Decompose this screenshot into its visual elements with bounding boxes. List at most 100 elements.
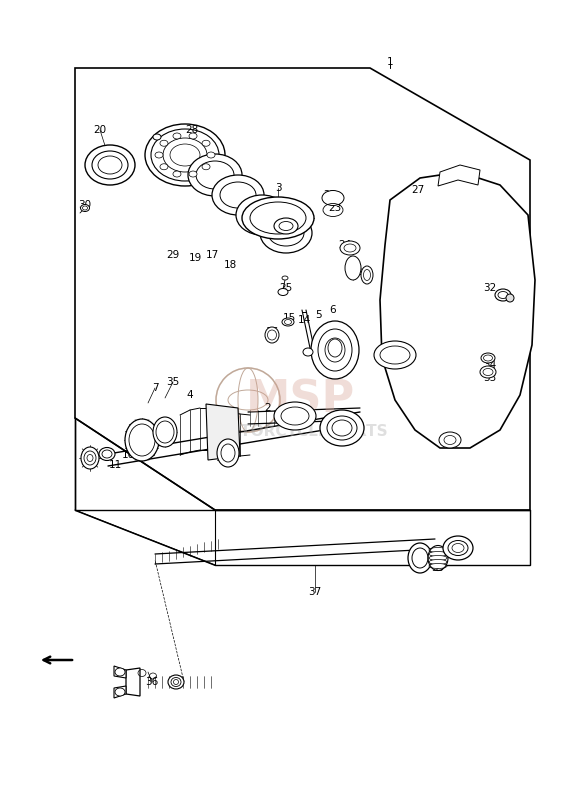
Ellipse shape bbox=[189, 133, 197, 139]
Text: 18: 18 bbox=[223, 260, 237, 270]
Polygon shape bbox=[380, 172, 535, 448]
Text: 1: 1 bbox=[387, 57, 393, 67]
Text: 32: 32 bbox=[484, 283, 496, 293]
Ellipse shape bbox=[260, 213, 312, 253]
Ellipse shape bbox=[160, 164, 168, 170]
Text: 6: 6 bbox=[330, 305, 336, 315]
Ellipse shape bbox=[278, 289, 288, 295]
Text: 14: 14 bbox=[297, 315, 311, 325]
Polygon shape bbox=[206, 404, 240, 460]
Ellipse shape bbox=[328, 339, 342, 357]
Ellipse shape bbox=[115, 688, 125, 696]
Ellipse shape bbox=[81, 205, 89, 211]
Text: 36: 36 bbox=[145, 677, 159, 687]
Text: MSP: MSP bbox=[245, 378, 354, 422]
Ellipse shape bbox=[153, 134, 161, 140]
Text: 16: 16 bbox=[265, 327, 279, 337]
Ellipse shape bbox=[168, 675, 184, 689]
Text: 17: 17 bbox=[206, 250, 218, 260]
Text: 29: 29 bbox=[166, 250, 180, 260]
Ellipse shape bbox=[320, 410, 364, 446]
Ellipse shape bbox=[99, 447, 115, 461]
Polygon shape bbox=[126, 668, 140, 696]
Ellipse shape bbox=[429, 563, 447, 569]
Text: 22: 22 bbox=[324, 190, 336, 200]
Ellipse shape bbox=[202, 164, 210, 170]
Ellipse shape bbox=[265, 327, 279, 343]
Ellipse shape bbox=[274, 402, 316, 430]
Text: 10: 10 bbox=[121, 450, 134, 460]
Text: 20: 20 bbox=[93, 125, 106, 135]
Ellipse shape bbox=[173, 133, 181, 139]
Text: 37: 37 bbox=[308, 587, 322, 597]
Polygon shape bbox=[114, 666, 126, 678]
Text: 40: 40 bbox=[451, 545, 464, 555]
Ellipse shape bbox=[439, 432, 461, 448]
Text: 31: 31 bbox=[498, 293, 512, 303]
Text: 19: 19 bbox=[189, 253, 201, 263]
Text: 12: 12 bbox=[215, 453, 228, 463]
Ellipse shape bbox=[361, 266, 373, 284]
Ellipse shape bbox=[160, 140, 168, 146]
Text: MOTORCYCLE PARTS: MOTORCYCLE PARTS bbox=[212, 425, 388, 439]
Ellipse shape bbox=[81, 447, 99, 469]
Ellipse shape bbox=[374, 341, 416, 369]
Ellipse shape bbox=[274, 218, 298, 234]
Ellipse shape bbox=[173, 171, 181, 177]
Ellipse shape bbox=[429, 547, 447, 553]
Ellipse shape bbox=[217, 439, 239, 467]
Ellipse shape bbox=[282, 276, 288, 280]
Ellipse shape bbox=[242, 197, 314, 239]
Text: 33: 33 bbox=[484, 373, 496, 383]
Text: 28: 28 bbox=[185, 125, 199, 135]
Polygon shape bbox=[75, 68, 530, 510]
Text: 7: 7 bbox=[152, 383, 158, 393]
Text: 30: 30 bbox=[78, 200, 92, 210]
Ellipse shape bbox=[480, 366, 496, 378]
Ellipse shape bbox=[282, 318, 294, 326]
Text: 9: 9 bbox=[291, 405, 298, 415]
Text: 11: 11 bbox=[109, 460, 121, 470]
Text: 4: 4 bbox=[187, 390, 193, 400]
Ellipse shape bbox=[115, 668, 125, 676]
Text: 26: 26 bbox=[356, 267, 369, 277]
Text: 15: 15 bbox=[283, 313, 296, 323]
Ellipse shape bbox=[443, 536, 473, 560]
Ellipse shape bbox=[125, 419, 159, 461]
Text: 21: 21 bbox=[345, 267, 359, 277]
Text: 2: 2 bbox=[265, 403, 272, 413]
Ellipse shape bbox=[429, 559, 447, 565]
Ellipse shape bbox=[189, 171, 197, 177]
Ellipse shape bbox=[153, 417, 177, 447]
Ellipse shape bbox=[202, 140, 210, 146]
Ellipse shape bbox=[212, 175, 264, 215]
Ellipse shape bbox=[506, 294, 514, 302]
Ellipse shape bbox=[95, 154, 125, 177]
Ellipse shape bbox=[429, 551, 447, 557]
Text: 5: 5 bbox=[315, 310, 321, 320]
Text: 23: 23 bbox=[328, 203, 342, 213]
Ellipse shape bbox=[345, 256, 361, 280]
Text: 34: 34 bbox=[484, 360, 496, 370]
Text: 3: 3 bbox=[274, 183, 281, 193]
Ellipse shape bbox=[85, 145, 135, 185]
Ellipse shape bbox=[322, 190, 344, 206]
Ellipse shape bbox=[408, 543, 432, 573]
Ellipse shape bbox=[311, 321, 359, 379]
Text: 8: 8 bbox=[225, 445, 231, 455]
Text: 27: 27 bbox=[411, 185, 425, 195]
Text: 25: 25 bbox=[279, 283, 293, 293]
Text: 39: 39 bbox=[432, 563, 444, 573]
Polygon shape bbox=[114, 686, 126, 698]
Text: 38: 38 bbox=[411, 563, 425, 573]
Ellipse shape bbox=[481, 353, 495, 363]
Ellipse shape bbox=[340, 241, 360, 255]
Text: 24: 24 bbox=[338, 240, 352, 250]
Ellipse shape bbox=[303, 348, 313, 356]
Ellipse shape bbox=[236, 195, 288, 235]
Ellipse shape bbox=[155, 152, 163, 158]
Text: 35: 35 bbox=[166, 377, 180, 387]
Polygon shape bbox=[75, 510, 530, 565]
Ellipse shape bbox=[145, 124, 225, 186]
Ellipse shape bbox=[207, 152, 215, 158]
